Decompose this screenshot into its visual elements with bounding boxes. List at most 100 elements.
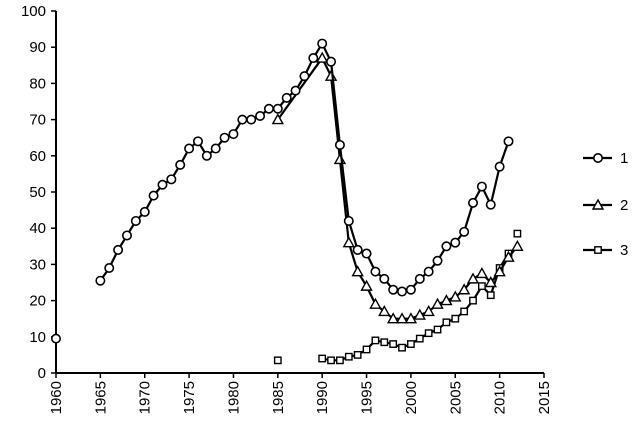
y-tick-label: 70 <box>29 112 46 129</box>
x-tick-label: 1975 <box>181 381 198 414</box>
y-tick-label: 90 <box>29 39 46 56</box>
legend-label: 2 <box>620 197 628 214</box>
series-1-point <box>397 286 408 297</box>
series-1-point <box>263 103 274 114</box>
series-2-point <box>395 312 409 324</box>
series-1-point <box>184 143 195 154</box>
series-1-point <box>201 150 212 161</box>
x-tick-label: 2015 <box>536 381 553 414</box>
y-tick-label: 10 <box>29 329 46 346</box>
series-3 <box>273 229 522 365</box>
series-2-point <box>502 250 515 262</box>
series-2-point <box>351 265 364 277</box>
series-2-point <box>413 308 426 320</box>
series-2-point <box>484 276 497 288</box>
series-1-point <box>157 179 168 190</box>
series-1-point <box>450 237 461 248</box>
chart-axes <box>55 11 544 374</box>
series-2-point <box>333 152 347 165</box>
series-layer <box>50 38 524 365</box>
legend-marker <box>591 198 605 210</box>
series-1-point <box>50 333 61 344</box>
series-1-point <box>281 92 292 103</box>
series-1-point <box>272 103 283 114</box>
series-3-point <box>433 325 442 334</box>
series-1-point <box>246 114 257 125</box>
series-3-point <box>442 318 451 327</box>
series-1-point <box>166 174 177 185</box>
series-1 <box>50 38 514 344</box>
y-tick-label: 80 <box>29 75 46 92</box>
legend-item-2: 2 <box>583 197 628 214</box>
series-1-point <box>370 266 381 277</box>
series-2-point <box>342 236 355 248</box>
series-3-point <box>380 338 389 347</box>
series-1-point <box>343 215 354 226</box>
series-1-point <box>379 273 390 284</box>
y-axis-ticks: 0 10 20 30 40 50 60 70 80 90 100 <box>21 3 56 382</box>
x-tick-label: 1995 <box>359 381 376 414</box>
series-1-point <box>95 275 106 286</box>
series-3-point <box>353 351 362 359</box>
series-2-point <box>360 279 373 291</box>
series-2-point <box>475 267 489 279</box>
series-2 <box>271 51 524 324</box>
series-1-point <box>361 248 372 259</box>
series-1-point <box>459 226 470 237</box>
series-1-point <box>352 244 363 255</box>
series-1-point <box>317 38 328 49</box>
series-1-point <box>130 215 141 226</box>
x-tick-label: 1960 <box>48 381 65 414</box>
series-1-point <box>139 206 150 217</box>
legend-label: 3 <box>620 242 628 259</box>
series-2-point <box>271 113 285 125</box>
legend-item-1: 1 <box>583 150 628 167</box>
series-2-point <box>422 305 435 317</box>
series-1-point <box>113 244 124 255</box>
series-3-point <box>460 307 469 316</box>
series-1-point <box>219 132 230 143</box>
series-1-point <box>388 284 399 295</box>
series-2-point <box>378 305 391 317</box>
series-1-point <box>476 181 487 192</box>
x-tick-label: 1980 <box>225 381 242 414</box>
series-1-point <box>468 197 479 208</box>
x-tick-label: 1990 <box>314 381 331 414</box>
series-2-point <box>431 297 444 309</box>
series-1-point <box>148 190 159 201</box>
series-1-point <box>334 139 345 150</box>
series-1-point <box>121 230 132 241</box>
series-2-point <box>457 283 471 295</box>
series-2-point <box>324 69 338 81</box>
x-axis-ticks: 1960 1965 1970 1975 1980 1985 1990 1995 2000 2005… <box>48 373 553 414</box>
series-1-point <box>423 266 434 277</box>
series-1-point <box>290 85 301 96</box>
x-tick-label: 2010 <box>492 381 509 414</box>
y-tick-label: 0 <box>38 365 46 382</box>
y-tick-label: 20 <box>29 293 46 310</box>
legend-marker <box>592 153 603 164</box>
legend-item-3: 3 <box>583 242 628 259</box>
series-1-point <box>255 110 266 121</box>
series-3-point <box>344 352 353 361</box>
series-1-point <box>405 284 416 295</box>
series-3-point <box>451 314 460 323</box>
series-3-point <box>398 343 406 352</box>
legend-marker <box>594 246 602 254</box>
series-1-point <box>432 255 443 266</box>
series-1-point <box>228 129 239 140</box>
series-1-point <box>192 136 203 147</box>
legend: 1 2 3 <box>583 150 628 259</box>
series-3-point <box>362 345 371 354</box>
series-3-point <box>477 282 486 291</box>
series-3-point <box>407 340 415 348</box>
series-2-point <box>511 239 524 252</box>
series-3-point <box>486 291 495 300</box>
series-2-point <box>404 312 418 324</box>
series-3-point <box>469 296 477 305</box>
series-1-point <box>237 114 248 125</box>
series-2-point <box>493 265 506 277</box>
y-tick-label: 30 <box>29 256 46 273</box>
series-3-line <box>321 252 510 362</box>
series-1-point <box>503 136 514 147</box>
